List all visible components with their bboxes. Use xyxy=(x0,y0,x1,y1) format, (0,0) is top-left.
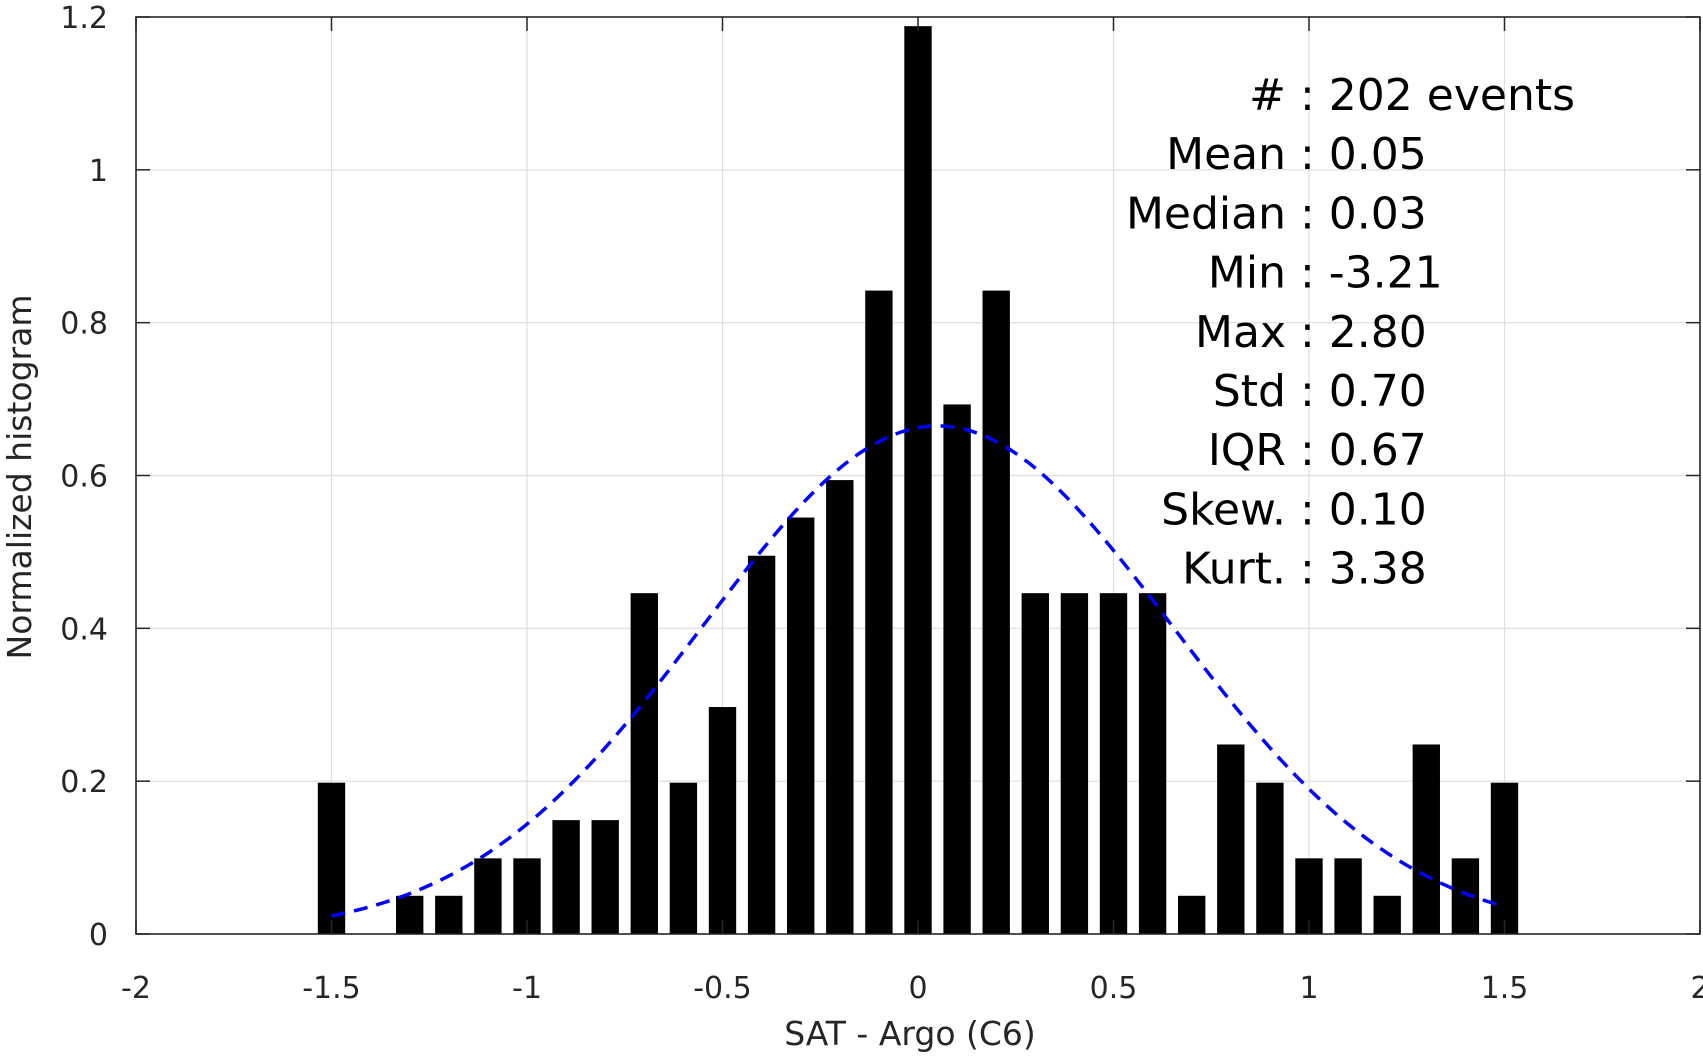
x-axis-label: SAT - Argo (C6) xyxy=(784,1014,1036,1053)
histogram-bar xyxy=(747,555,776,934)
histogram-bar xyxy=(669,782,698,934)
stat-value: : 0.67 xyxy=(1300,425,1427,476)
y-tick-label: 0.2 xyxy=(60,765,108,800)
stat-row: Mean : 0.05 xyxy=(1166,129,1427,180)
stat-label: IQR xyxy=(1208,425,1286,476)
histogram-bar xyxy=(904,26,932,935)
histogram-bar xyxy=(1451,858,1480,934)
stat-label: Skew. xyxy=(1161,484,1286,535)
y-tick-label: 1.2 xyxy=(60,1,108,36)
histogram-bar xyxy=(982,290,1010,934)
histogram-bar xyxy=(396,895,424,934)
stat-label: Kurt. xyxy=(1182,544,1286,595)
stat-value: : 3.38 xyxy=(1300,544,1427,595)
stat-value: : 0.10 xyxy=(1300,484,1427,535)
x-tick-label: -1 xyxy=(512,971,542,1006)
stat-row: Median : 0.03 xyxy=(1126,188,1427,239)
y-axis-label: Normalized histogram xyxy=(0,295,39,660)
stat-value: : 2.80 xyxy=(1300,307,1427,358)
stat-row: Skew. : 0.10 xyxy=(1161,484,1427,535)
stat-row: # : 202 events xyxy=(1249,70,1575,121)
stat-value: : 0.70 xyxy=(1300,366,1427,417)
stat-row: Min : -3.21 xyxy=(1208,248,1443,299)
histogram-bar xyxy=(787,517,815,934)
histogram-bar xyxy=(1217,744,1245,934)
stat-label: Min xyxy=(1208,248,1286,299)
x-tick-label: 2 xyxy=(1690,971,1703,1006)
histogram-bar xyxy=(552,820,580,934)
histogram-bar xyxy=(1256,782,1284,934)
histogram-bar xyxy=(1021,593,1049,934)
histogram-bar xyxy=(1178,895,1206,934)
axes-frame xyxy=(135,16,1701,935)
stat-value: : 202 events xyxy=(1300,70,1575,121)
histogram-bar xyxy=(826,480,854,934)
x-tick-labels: -2 -1.5 -1 -0.5 0 0.5 1 1.5 2 xyxy=(121,971,1703,1006)
statistics-annotation: # : 202 events Mean : 0.05 Median : 0.03 Min : … xyxy=(1126,70,1575,595)
x-tick-label: -2 xyxy=(121,971,151,1006)
histogram-bar xyxy=(1060,593,1089,934)
y-tick-labels: 0 0.2 0.4 0.6 0.8 1 1.2 xyxy=(60,1,108,953)
x-tick-label: 1 xyxy=(1299,971,1318,1006)
histogram-bar xyxy=(1099,593,1128,934)
normal-fit-curve xyxy=(331,424,1505,918)
stat-row: Max : 2.80 xyxy=(1195,307,1427,358)
histogram-bar xyxy=(1412,744,1440,934)
histogram-bar xyxy=(943,404,971,934)
stat-label: Mean xyxy=(1166,129,1286,180)
histogram-bar xyxy=(1373,895,1401,934)
axes-box xyxy=(135,16,1701,935)
stat-value: : 0.05 xyxy=(1300,129,1427,180)
histogram-bars xyxy=(317,26,1519,935)
histogram-bar xyxy=(1334,858,1362,934)
x-tick-label: -1.5 xyxy=(302,971,361,1006)
histogram-bar xyxy=(591,820,619,934)
histogram-bar xyxy=(708,707,737,934)
histogram-bar xyxy=(435,895,463,934)
stat-value: : -3.21 xyxy=(1300,248,1443,299)
stat-row: IQR : 0.67 xyxy=(1208,425,1427,476)
x-tick-label: 0.5 xyxy=(1090,971,1138,1006)
x-tick-label: 0 xyxy=(908,971,927,1006)
histogram-bar xyxy=(474,858,502,934)
stat-label: # xyxy=(1249,70,1286,121)
histogram-bar xyxy=(865,290,893,934)
x-tick-label: 1.5 xyxy=(1481,971,1529,1006)
stat-label: Std xyxy=(1213,366,1286,417)
y-tick-label: 0.8 xyxy=(60,307,108,342)
histogram-bar xyxy=(630,593,658,934)
x-tick-label: -0.5 xyxy=(693,971,752,1006)
y-tick-label: 0.4 xyxy=(60,612,108,647)
stat-value: : 0.03 xyxy=(1300,188,1427,239)
y-tick-label: 0 xyxy=(89,918,108,953)
histogram-bar xyxy=(317,782,346,934)
histogram-bar xyxy=(1490,782,1519,934)
stat-row: Kurt. : 3.38 xyxy=(1182,544,1427,595)
stat-label: Median xyxy=(1126,188,1286,239)
y-tick-label: 0.6 xyxy=(60,460,108,495)
y-tick-label: 1 xyxy=(89,154,108,189)
stat-row: Std : 0.70 xyxy=(1213,366,1427,417)
stat-label: Max xyxy=(1195,307,1286,358)
histogram-bar xyxy=(1138,593,1167,934)
